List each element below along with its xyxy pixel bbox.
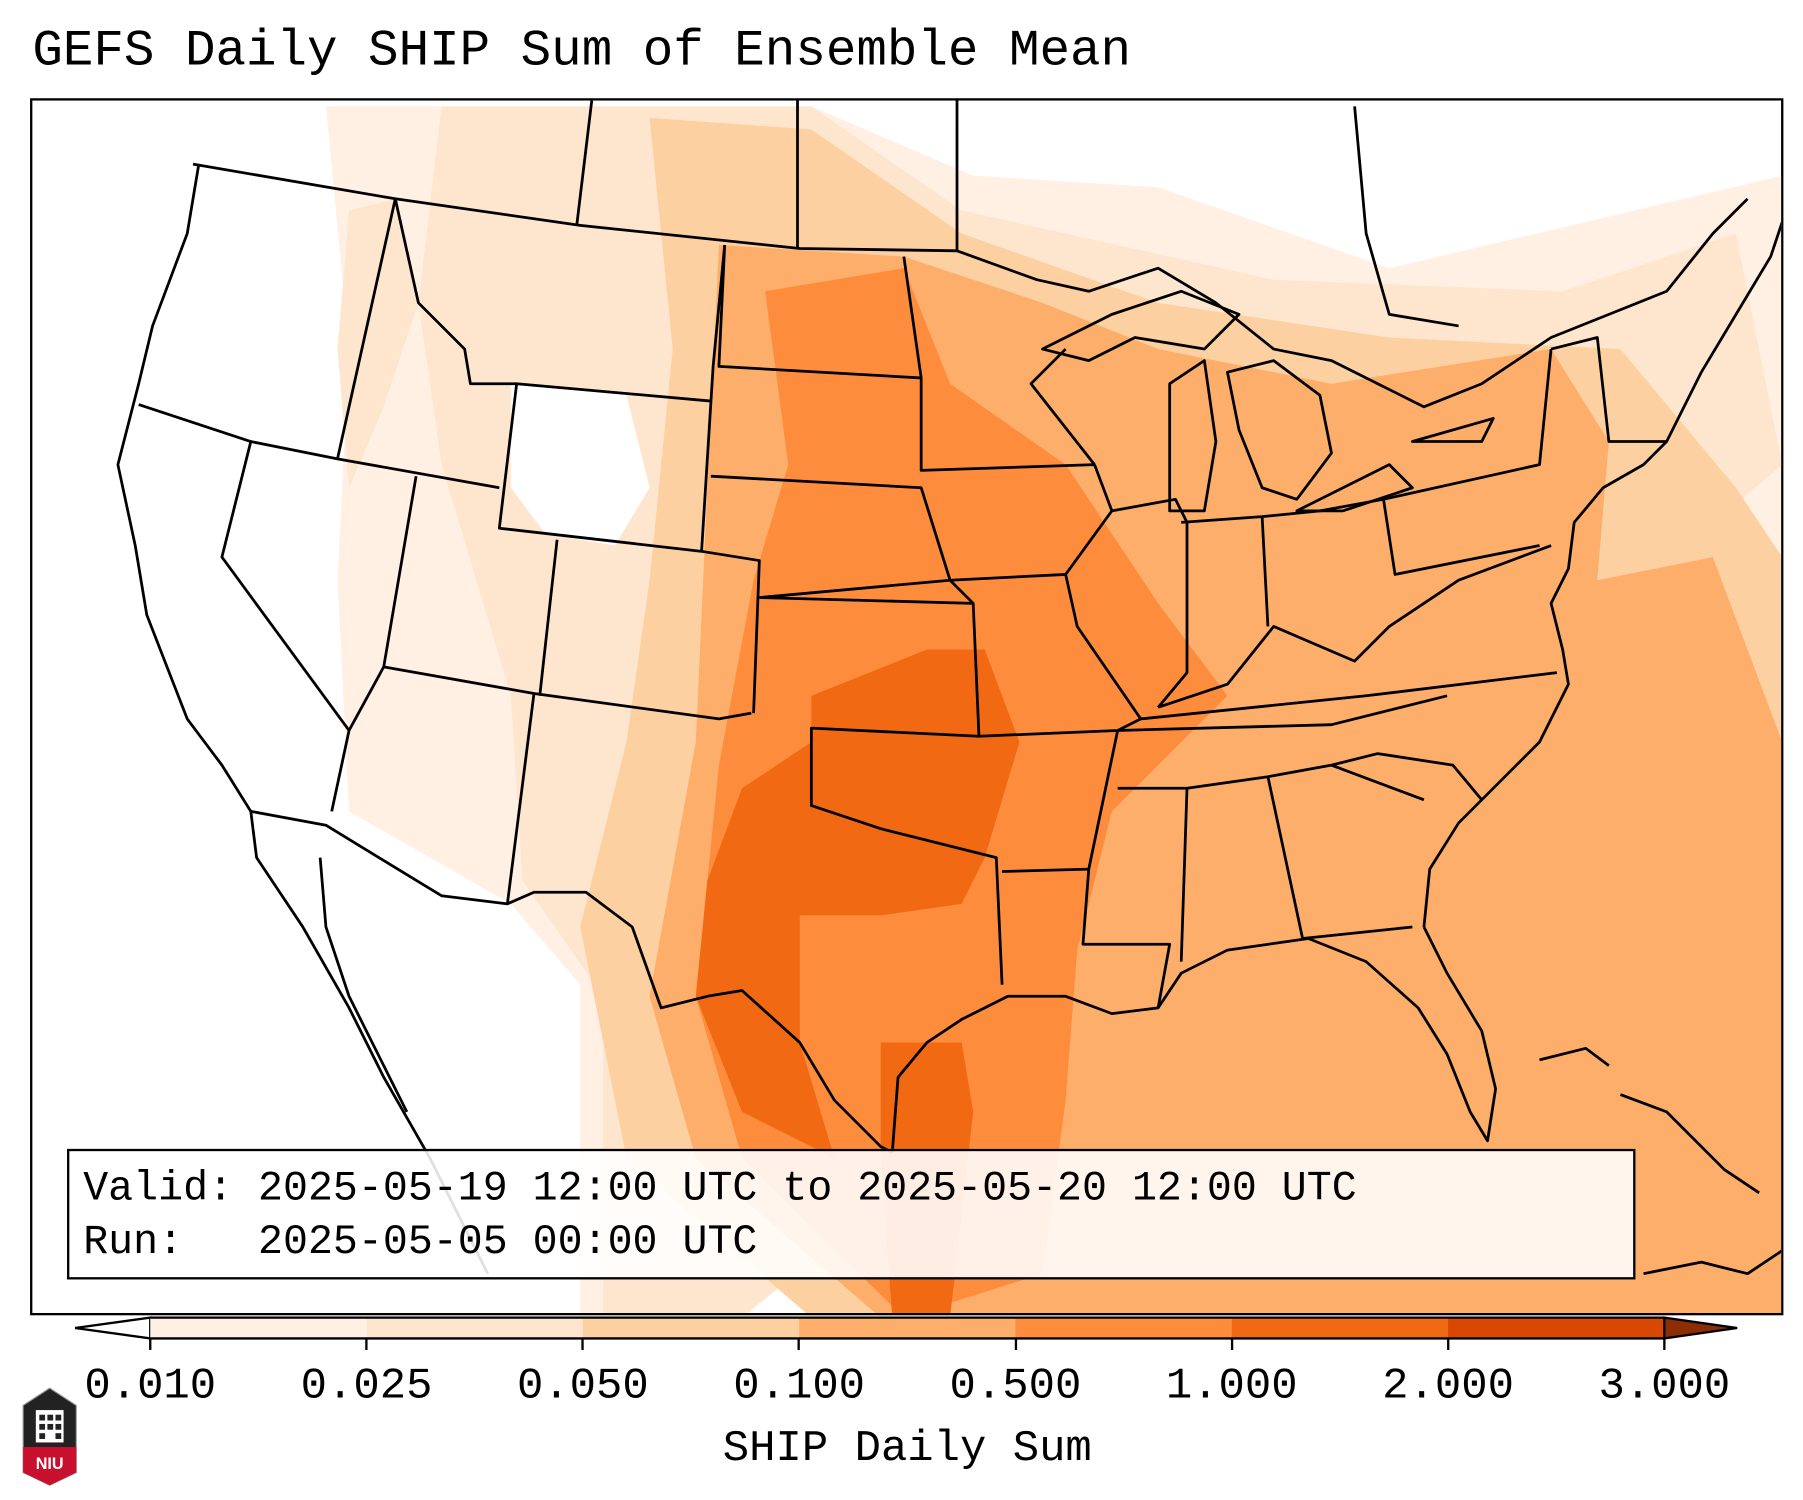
- figure-title: GEFS Daily SHIP Sum of Ensemble Mean: [32, 23, 1132, 81]
- state-lines-west: [138, 198, 761, 905]
- colorbar-tick-mark: [1663, 1338, 1666, 1350]
- colorbar-tick-label: 1.000: [1165, 1361, 1298, 1412]
- colorbar-tick-mark: [1446, 1338, 1450, 1350]
- colorbar-tick-label: 2.000: [1382, 1361, 1514, 1412]
- gulf-coast: [890, 926, 1497, 1153]
- colorbar-tick-mark: [797, 1338, 801, 1350]
- colorbar-tick-mark: [581, 1338, 585, 1350]
- svg-text:NIU: NIU: [36, 1455, 64, 1473]
- caribbean-islands: [1539, 1046, 1782, 1276]
- shading-layer: [325, 106, 1782, 1313]
- colorbar-bin: [150, 1317, 368, 1339]
- colorbar-tick-label: 0.500: [949, 1361, 1082, 1412]
- valid-label: Valid:: [83, 1165, 234, 1213]
- colorbar-under-extension: [74, 1316, 152, 1340]
- field-light-nw: [337, 198, 419, 488]
- state-lines-east: [1029, 336, 1667, 1009]
- ship-map: [116, 100, 1782, 1313]
- atlantic-coast: [1422, 221, 1782, 928]
- mexico-border: [250, 810, 893, 1154]
- colorbar-bin: [1015, 1317, 1233, 1339]
- colorbar-tick-label: 0.025: [300, 1361, 433, 1412]
- run-label: Run:: [83, 1218, 184, 1266]
- canada-border: [192, 162, 1749, 409]
- boundaries-layer: [116, 100, 1782, 1276]
- run-value: 2025-05-05 00:00 UTC: [258, 1218, 758, 1266]
- colorbar-tick-label: 0.050: [516, 1361, 649, 1412]
- colorbar-tick-mark: [1230, 1338, 1233, 1350]
- niu-logo: NIU: [22, 1387, 77, 1486]
- map-panel: [30, 98, 1784, 1316]
- colorbar-outline: [150, 1316, 1665, 1340]
- colorbar-tick-label: 3.000: [1598, 1361, 1731, 1412]
- state-lines-central: [710, 244, 1143, 985]
- colorbar: [74, 1316, 1738, 1340]
- field-white-colorado: [510, 383, 650, 546]
- colorbar-tick-mark: [149, 1338, 152, 1350]
- colorbar-label: SHIP Daily Sum: [722, 1423, 1092, 1474]
- colorbar-tick-mark: [365, 1338, 368, 1350]
- colorbar-tick-label: 0.010: [84, 1361, 217, 1412]
- valid-value: 2025-05-19 12:00 UTC to 2025-05-20 12:00…: [258, 1165, 1357, 1213]
- canada-province-lines: [575, 100, 1459, 328]
- colorbar-bin: [1231, 1317, 1449, 1339]
- baja-coast: [318, 857, 409, 1113]
- valid-run-infobox: Valid: 2025-05-19 12:00 UTC to 2025-05-2…: [67, 1148, 1636, 1280]
- us-coastline-west: [116, 163, 489, 1275]
- great-lakes: [1041, 289, 1495, 513]
- colorbar-bin: [582, 1317, 800, 1339]
- colorbar-tick-label: 0.100: [733, 1361, 866, 1412]
- colorbar-bin: [799, 1317, 1017, 1339]
- field-dark-orange: [695, 649, 1020, 1159]
- colorbar-over-extension: [1663, 1316, 1738, 1340]
- colorbar-bin: [1448, 1317, 1665, 1339]
- colorbar-bin: [366, 1317, 584, 1339]
- colorbar-tick-mark: [1014, 1338, 1017, 1350]
